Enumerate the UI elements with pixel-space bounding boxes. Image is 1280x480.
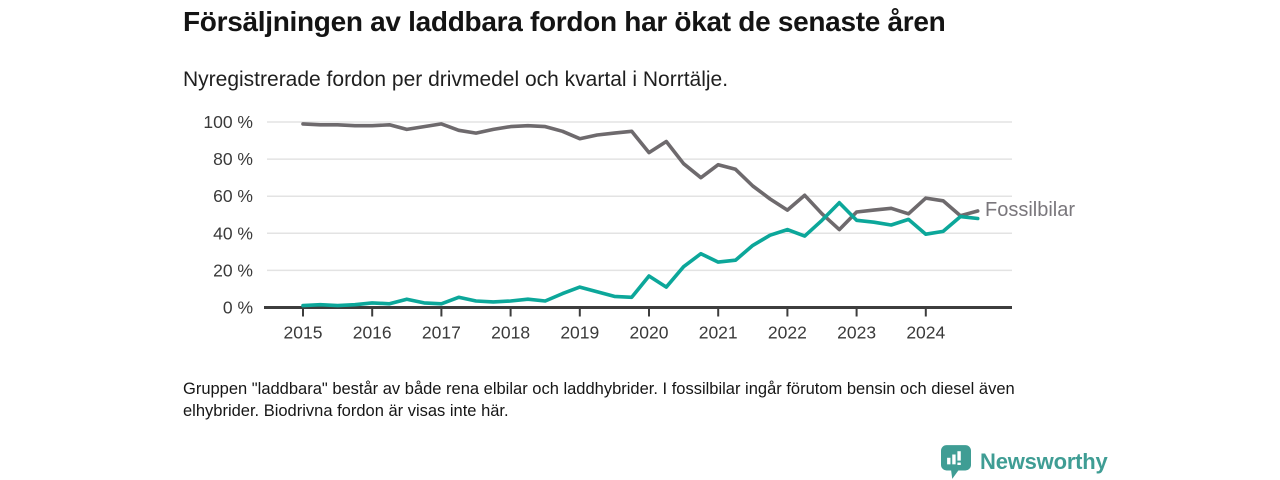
series-line-laddbara (301, 200, 980, 308)
y-axis-label: 80 % (213, 149, 253, 169)
chart-subtitle: Nyregistrerade fordon per drivmedel och … (183, 68, 729, 91)
y-axis-label: 100 % (203, 112, 253, 132)
x-axis-label: 2024 (906, 323, 945, 343)
x-axis-label: 2017 (422, 323, 461, 343)
newsworthy-logo-text: Newsworthy (980, 449, 1108, 474)
series-line-fossilbilar (301, 122, 980, 232)
x-axis-label: 2019 (560, 323, 599, 343)
y-axis-label: 20 % (213, 260, 253, 280)
x-axis-label: 2022 (768, 323, 807, 343)
x-axis-label: 2020 (630, 323, 669, 343)
y-axis-label: 0 % (223, 298, 253, 318)
y-axis-label: 60 % (213, 186, 253, 206)
series-label-fossilbilar: Fossilbilar (985, 199, 1079, 222)
chart-title: Försäljningen av laddbara fordon har öka… (183, 6, 946, 37)
y-axis-label: 40 % (213, 223, 253, 243)
x-axis-label: 2015 (284, 323, 323, 343)
newsworthy-logo: Newsworthy (941, 445, 1108, 479)
x-axis-label: 2016 (353, 323, 392, 343)
x-axis-label: 2023 (837, 323, 876, 343)
chart-footnote: Gruppen "laddbara" består av både rena e… (183, 380, 1015, 420)
bar-chart-speech-bubble-icon (941, 445, 971, 479)
x-axis-label: 2021 (699, 323, 738, 343)
x-axis-label: 2018 (491, 323, 530, 343)
